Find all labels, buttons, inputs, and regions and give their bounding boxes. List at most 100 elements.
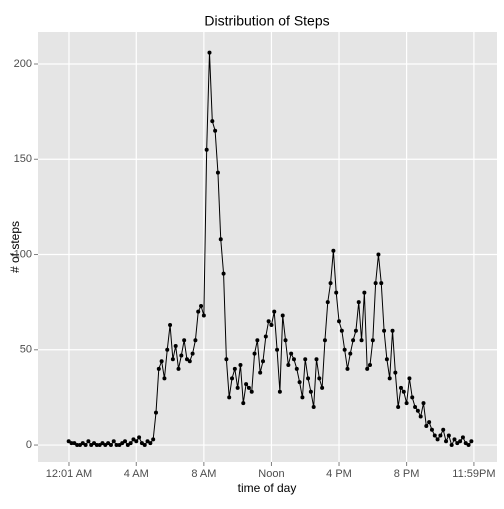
point: [356, 300, 361, 305]
point: [77, 443, 82, 448]
y-tick-label: 150: [14, 153, 32, 165]
x-tick-label: 4 PM: [326, 468, 352, 480]
point: [235, 385, 240, 390]
point: [435, 437, 440, 442]
point: [230, 376, 235, 381]
point: [213, 128, 218, 133]
point: [134, 439, 139, 444]
point: [314, 357, 319, 362]
point: [89, 443, 94, 448]
point: [100, 441, 105, 446]
point: [300, 395, 305, 400]
point: [444, 439, 449, 444]
point: [170, 357, 175, 362]
point: [263, 334, 268, 339]
point: [142, 443, 147, 448]
point: [424, 423, 429, 428]
point: [193, 338, 198, 343]
point: [348, 351, 353, 356]
point: [108, 443, 113, 448]
y-tick-label: 0: [26, 439, 32, 451]
point: [432, 433, 437, 438]
point: [353, 328, 358, 333]
point: [165, 347, 170, 352]
point: [184, 357, 189, 362]
point: [387, 376, 392, 381]
point: [156, 366, 161, 371]
point: [187, 359, 192, 364]
point: [196, 309, 201, 314]
point: [458, 439, 463, 444]
y-tick-label: 50: [20, 344, 32, 356]
point: [159, 359, 164, 364]
point: [460, 435, 465, 440]
point: [269, 323, 274, 328]
point: [92, 441, 97, 446]
point: [75, 443, 80, 448]
point: [145, 439, 150, 444]
x-tick-label: 11:59PM: [452, 468, 495, 480]
point: [128, 441, 133, 446]
point: [331, 248, 336, 253]
point: [368, 363, 373, 368]
point: [449, 443, 454, 448]
point: [427, 420, 432, 425]
point: [151, 437, 156, 442]
point: [210, 119, 215, 124]
point: [131, 437, 136, 442]
point: [401, 389, 406, 394]
point: [418, 414, 423, 419]
point: [294, 366, 299, 371]
point: [311, 404, 316, 409]
point: [455, 441, 460, 446]
point: [241, 401, 246, 406]
point: [421, 401, 426, 406]
point: [303, 357, 308, 362]
point: [339, 328, 344, 333]
point: [373, 281, 378, 286]
point: [246, 385, 251, 390]
point: [334, 290, 339, 295]
y-axis-label: # of steps: [8, 221, 22, 273]
point: [359, 338, 364, 343]
point: [322, 338, 327, 343]
point: [325, 300, 330, 305]
point: [277, 389, 282, 394]
point: [218, 237, 223, 242]
point: [317, 376, 322, 381]
point: [283, 338, 288, 343]
point: [345, 366, 350, 371]
point: [123, 439, 128, 444]
point: [404, 401, 409, 406]
point: [153, 410, 158, 415]
point: [342, 347, 347, 352]
point: [215, 170, 220, 175]
point: [199, 303, 204, 308]
point: [72, 441, 77, 446]
point: [384, 357, 389, 362]
point: [466, 443, 471, 448]
point: [272, 309, 277, 314]
point: [125, 443, 130, 448]
point: [413, 404, 418, 409]
point: [393, 370, 398, 375]
point: [398, 385, 403, 390]
point: [207, 50, 212, 55]
point: [382, 328, 387, 333]
point: [114, 443, 119, 448]
x-tick-label: 8 PM: [394, 468, 420, 480]
x-tick-label: 4 AM: [124, 468, 149, 480]
chart-title: Distribution of Steps: [204, 13, 329, 29]
point: [173, 343, 178, 348]
point: [69, 441, 74, 446]
point: [365, 366, 370, 371]
point: [320, 385, 325, 390]
point: [255, 338, 260, 343]
point: [103, 443, 108, 448]
point: [94, 443, 99, 448]
point: [308, 389, 313, 394]
point: [291, 357, 296, 362]
point: [244, 382, 249, 387]
point: [429, 427, 434, 432]
point: [438, 433, 443, 438]
